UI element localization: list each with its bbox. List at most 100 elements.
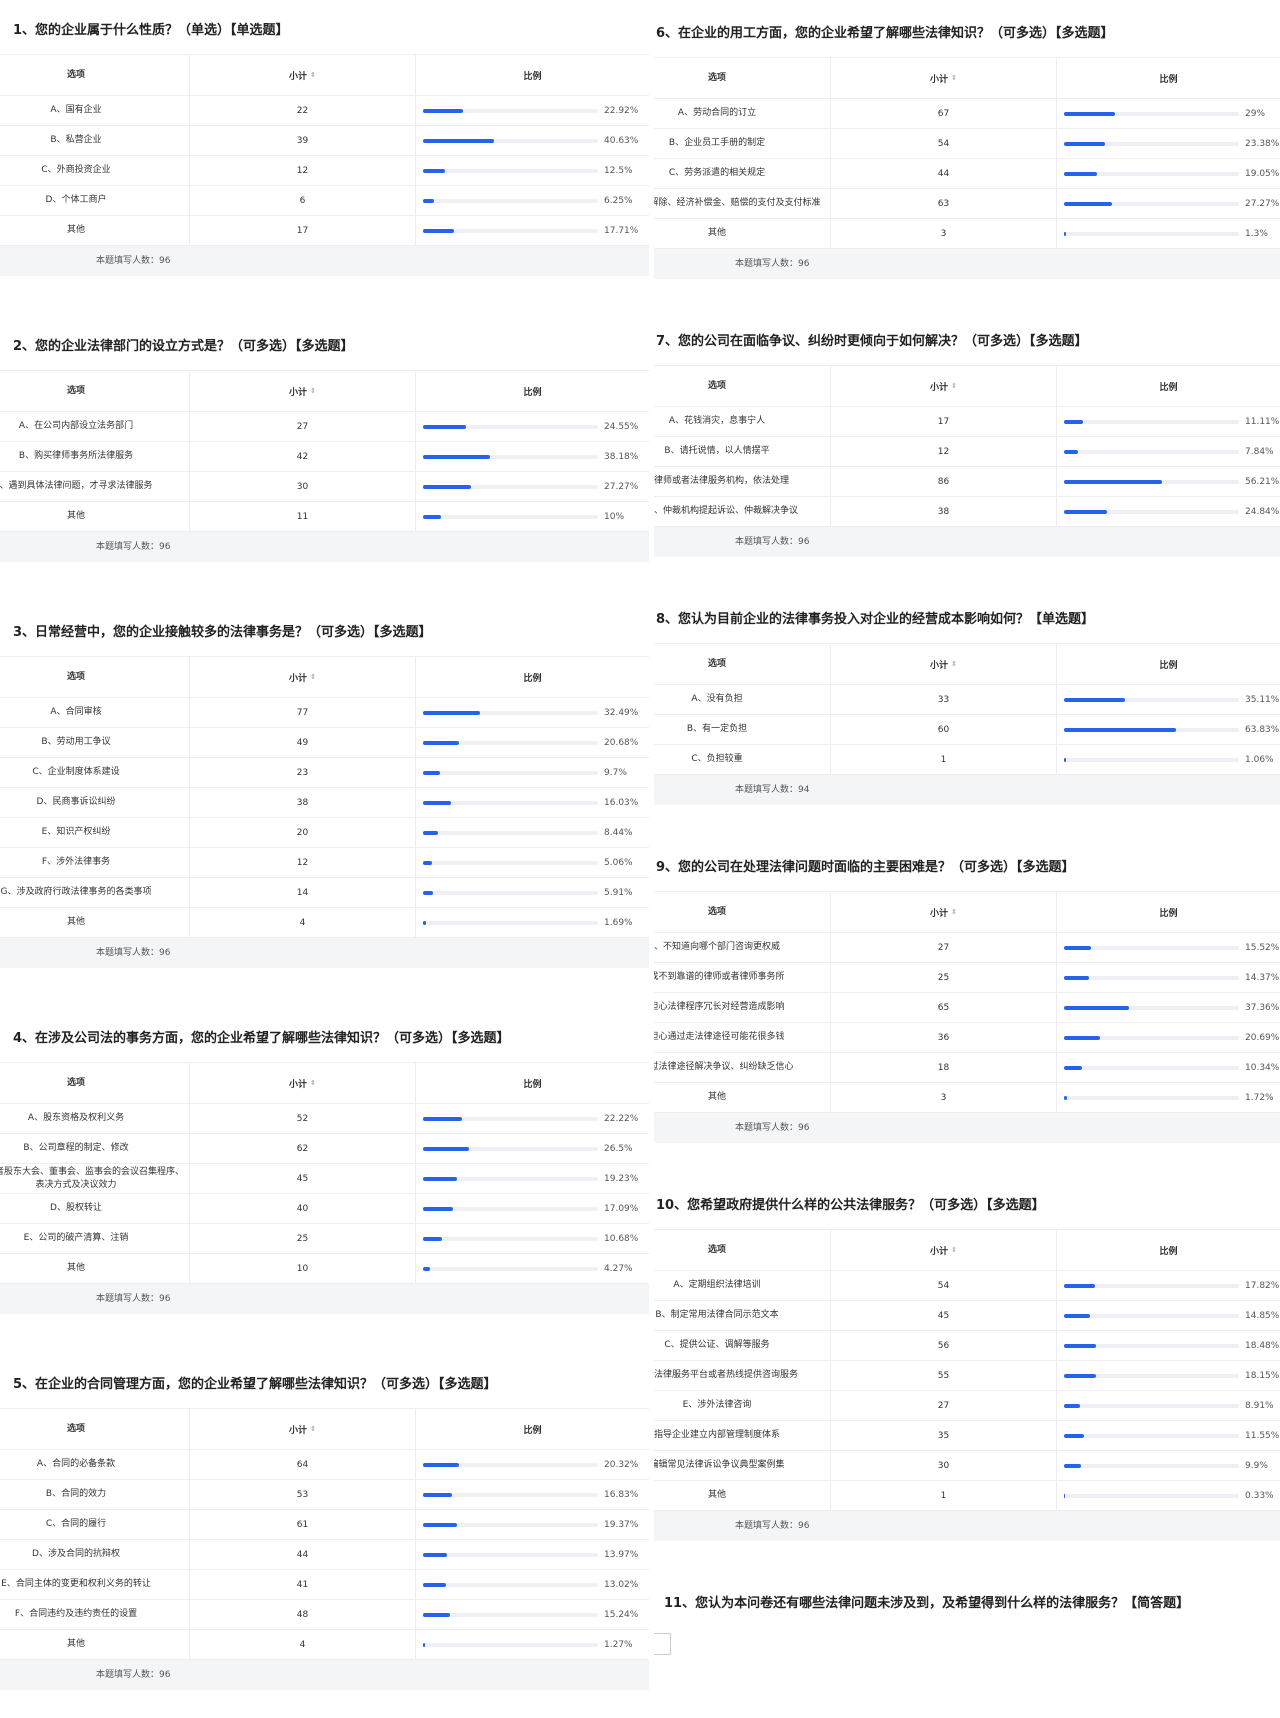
option-cell: 其他 [707,1092,726,1102]
table-header-row: 选项 小计 ⇕ 比例 [654,643,1280,685]
option-cell: 动关系的解除、经济补偿金、赔偿的支付及支付标准 [654,198,821,208]
ratio-cell: 14.37% [1056,963,1280,992]
ratio-label: 10.68% [604,1233,639,1244]
ratio-bar [1064,231,1067,236]
respondent-count: 本题填写人数：96 [654,527,1280,557]
result-row: D、股权转让 40 17.09% [0,1194,649,1224]
sort-icon[interactable]: ⇕ [310,71,316,79]
count-cell: 12 [189,156,415,185]
ratio-bar [423,138,495,143]
option-cell: B、公司章程的制定、修改 [23,1143,129,1153]
result-row: 其他 10 4.27% [0,1254,649,1284]
ratio-bar [1064,449,1078,454]
result-row: 询律师或者法律服务机构，依法处理 86 56.21% [654,467,1280,497]
result-row: A、国有企业 22 22.92% [0,96,649,126]
ratio-track [1064,757,1239,762]
question-title: 11、您认为本问卷还有哪些法律问题未涉及到，及希望得到什么样的法律服务？【简答题… [664,1596,1190,1611]
ratio-label: 9.7% [604,767,627,778]
result-row: 其他 4 1.27% [0,1630,649,1660]
ratio-cell: 20.68% [415,728,649,757]
ratio-label: 8.44% [604,827,633,838]
result-row: A、花钱消灾，息事宁人 17 11.11% [654,407,1280,437]
ratio-track [423,1492,598,1497]
respondent-count: 本题填写人数：96 [0,938,649,968]
ratio-bar [1064,945,1092,950]
option-cell: B、企业员工手册的制定 [668,138,766,148]
sort-icon[interactable]: ⇕ [310,387,316,395]
option-cell: A、合同的必备条款 [36,1459,116,1469]
option-cell: 编辑常见法律诉讼争议典型案例集 [654,1460,785,1470]
question-block: 3、日常经营中，您的企业接触较多的法律事务是？（可多选）【多选题】 选项 小计 ⇕ 比例… [0,610,649,968]
ratio-bar [1064,1313,1090,1318]
option-cell: 其他 [66,1639,85,1649]
ratio-track [423,198,598,203]
count-cell: 63 [830,189,1056,218]
ratio-label: 1.06% [1245,754,1274,765]
header-cell: 小计 ⇕ [189,1063,415,1103]
result-row: C、合同的履行 61 19.37% [0,1510,649,1540]
header-cell: 比例 [1056,644,1280,684]
ratio-label: 14.85% [1245,1310,1280,1321]
answer-input[interactable] [654,1633,671,1655]
ratio-track [1064,1313,1239,1318]
sort-icon[interactable]: ⇕ [951,1246,957,1254]
ratio-track [423,514,598,519]
sort-icon[interactable]: ⇕ [310,673,316,681]
right-column: 6、在企业的用工方面，您的企业希望了解哪些法律知识？（可多选）【多选题】 选项 小计… [654,0,1280,1718]
count-cell: 30 [189,472,415,501]
option-cell: E、合同主体的变更和权利义务的转让 [1,1579,151,1589]
result-row: A、劳动合同的订立 67 29% [654,99,1280,129]
ratio-bar [1064,1035,1101,1040]
count-cell: 33 [830,685,1056,714]
header-cell: 比例 [415,55,649,95]
result-row: E、涉外法律咨询 27 8.91% [654,1391,1280,1421]
table-header-row: 选项 小计 ⇕ 比例 [0,370,649,412]
ratio-cell: 19.05% [1056,159,1280,188]
header-cell: 选项 [66,69,85,80]
ratio-track [1064,479,1239,484]
count-cell: 54 [830,1271,1056,1300]
ratio-track [1064,1343,1239,1348]
result-row: D、涉及合同的抗辩权 44 13.97% [0,1540,649,1570]
ratio-track [423,1552,598,1557]
ratio-label: 35.11% [1245,694,1280,705]
count-cell: 3 [830,1083,1056,1112]
count-cell: 56 [830,1331,1056,1360]
result-row: A、合同的必备条款 64 20.32% [0,1450,649,1480]
ratio-cell: 10.34% [1056,1053,1280,1082]
option-cell: A、定期组织法律培训 [673,1280,761,1290]
result-row: F、涉外法律事务 12 5.06% [0,848,649,878]
option-cell: A、合同审核 [50,707,102,717]
sort-icon[interactable]: ⇕ [951,382,957,390]
ratio-cell: 6.25% [415,186,649,215]
ratio-bar [1064,1343,1097,1348]
header-cell: 选项 [707,906,726,917]
option-cell: G、涉及政府行政法律事务的各类事项 [0,887,152,897]
option-cell: 其他 [707,1490,726,1500]
sort-icon[interactable]: ⇕ [310,1079,316,1087]
header-cell: 比例 [415,1063,649,1103]
ratio-bar [423,1176,457,1181]
count-cell: 62 [189,1134,415,1163]
ratio-cell: 18.48% [1056,1331,1280,1360]
ratio-track [423,800,598,805]
result-row: 找不到靠谱的律师或者律师事务所 25 14.37% [654,963,1280,993]
result-row: 、遇到具体法律问题，才寻求法律服务 30 27.27% [0,472,649,502]
result-table: 选项 小计 ⇕ 比例 A、国有企业 22 22.92% B、私营企业 39 40.63% C、外商投… [0,54,649,276]
respondent-count: 本题填写人数：96 [0,1284,649,1314]
question-title: 2、您的企业法律部门的设立方式是？（可多选）【多选题】 [13,339,354,354]
count-cell: 23 [189,758,415,787]
option-cell: 其他 [707,228,726,238]
header-cell: 比例 [1056,892,1280,932]
sort-icon[interactable]: ⇕ [951,660,957,668]
ratio-cell: 1.72% [1056,1083,1280,1112]
ratio-bar [1064,1095,1067,1100]
ratio-label: 16.83% [604,1489,639,1500]
sort-icon[interactable]: ⇕ [951,908,957,916]
sort-icon[interactable]: ⇕ [951,74,957,82]
count-cell: 27 [189,412,415,441]
sort-icon[interactable]: ⇕ [310,1425,316,1433]
result-row: 其他 1 0.33% [654,1481,1280,1511]
header-cell: 小计 ⇕ [830,1230,1056,1270]
header-text: 小计 [930,382,949,393]
